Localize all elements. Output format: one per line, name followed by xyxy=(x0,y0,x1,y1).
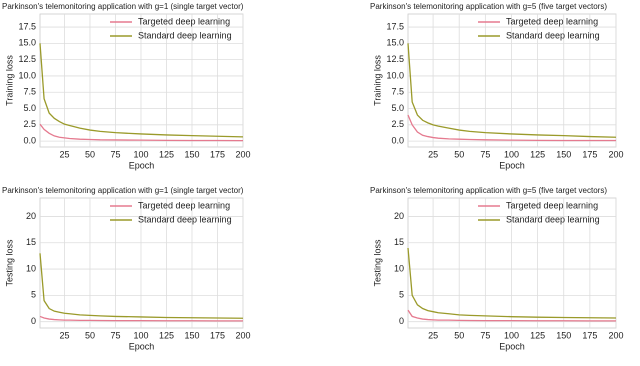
plot-area xyxy=(407,197,617,329)
x-tick-label: 50 xyxy=(85,149,95,159)
y-tick-label: 5 xyxy=(399,290,404,300)
chart-title: Parkinson's telemonitoring application w… xyxy=(2,2,244,11)
x-tick-label: 125 xyxy=(530,330,545,340)
y-tick-label: 15.0 xyxy=(386,38,404,48)
y-tick-label: 2.5 xyxy=(391,119,404,129)
y-tick-label: 2.5 xyxy=(23,119,36,129)
y-tick-label: 15 xyxy=(26,237,36,247)
x-tick-label: 150 xyxy=(556,149,571,159)
x-tick-label: 150 xyxy=(184,330,199,340)
plot-area xyxy=(39,197,244,329)
x-tick-label: 125 xyxy=(159,330,174,340)
y-tick-label: 5 xyxy=(31,290,36,300)
x-tick-label: 25 xyxy=(59,330,69,340)
x-axis-label: Epoch xyxy=(499,160,525,170)
y-tick-label: 10.0 xyxy=(18,70,36,80)
y-tick-label: 15.0 xyxy=(18,38,36,48)
y-tick-label: 0 xyxy=(399,316,404,326)
data-line xyxy=(407,247,617,319)
x-tick-label: 200 xyxy=(235,149,250,159)
y-axis-label: Testing loss xyxy=(4,239,14,287)
y-tick-label: 7.5 xyxy=(391,87,404,97)
x-tick-label: 150 xyxy=(556,330,571,340)
x-tick-label: 200 xyxy=(608,330,623,340)
x-axis-label: Epoch xyxy=(499,341,525,351)
y-tick-label: 17.5 xyxy=(18,21,36,31)
data-line xyxy=(39,43,244,138)
y-tick-label: 5.0 xyxy=(391,103,404,113)
x-tick-label: 125 xyxy=(159,149,174,159)
x-tick-label: 175 xyxy=(582,149,597,159)
y-tick-label: 17.5 xyxy=(386,21,404,31)
legend-label: Standard deep learning xyxy=(138,214,232,224)
x-tick-label: 125 xyxy=(530,149,545,159)
data-line xyxy=(39,123,244,142)
x-tick-label: 175 xyxy=(582,330,597,340)
y-tick-label: 10 xyxy=(26,263,36,273)
x-tick-label: 100 xyxy=(504,330,519,340)
x-tick-label: 25 xyxy=(59,149,69,159)
data-line xyxy=(39,315,243,322)
y-tick-label: 0.0 xyxy=(391,136,404,146)
y-tick-label: 0.0 xyxy=(23,136,36,146)
x-tick-label: 75 xyxy=(480,330,490,340)
x-tick-label: 200 xyxy=(608,149,623,159)
y-tick-label: 10.0 xyxy=(386,70,404,80)
chart-title: Parkinson's telemonitoring application w… xyxy=(2,186,244,195)
y-tick-label: 15 xyxy=(394,237,404,247)
y-tick-label: 20 xyxy=(394,211,404,221)
x-tick-label: 175 xyxy=(210,330,225,340)
x-tick-label: 75 xyxy=(110,149,120,159)
x-tick-label: 100 xyxy=(504,149,519,159)
x-tick-label: 200 xyxy=(235,330,250,340)
legend-label: Targeted deep learning xyxy=(138,16,230,26)
x-tick-label: 150 xyxy=(184,149,199,159)
chart-title: Parkinson's telemonitoring application w… xyxy=(370,2,607,11)
legend-label: Targeted deep learning xyxy=(138,200,230,210)
x-tick-label: 75 xyxy=(480,149,490,159)
data-line xyxy=(39,253,244,319)
legend-label: Standard deep learning xyxy=(506,30,600,40)
y-axis-label: Training loss xyxy=(4,55,14,106)
y-tick-label: 5.0 xyxy=(23,103,36,113)
y-tick-label: 10 xyxy=(394,263,404,273)
x-tick-label: 75 xyxy=(110,330,120,340)
y-tick-label: 20 xyxy=(26,211,36,221)
x-tick-label: 25 xyxy=(428,149,438,159)
legend-label: Standard deep learning xyxy=(506,214,600,224)
legend-label: Standard deep learning xyxy=(138,30,232,40)
x-tick-label: 175 xyxy=(210,149,225,159)
y-axis-label: Training loss xyxy=(372,55,382,106)
chart-title: Parkinson's telemonitoring application w… xyxy=(370,186,607,195)
x-axis-label: Epoch xyxy=(129,341,155,351)
x-tick-label: 25 xyxy=(428,330,438,340)
x-tick-label: 50 xyxy=(85,330,95,340)
legend-label: Targeted deep learning xyxy=(506,200,598,210)
y-tick-label: 12.5 xyxy=(386,54,404,64)
legend-label: Targeted deep learning xyxy=(506,16,598,26)
y-tick-label: 12.5 xyxy=(18,54,36,64)
y-axis-label: Testing loss xyxy=(372,239,382,287)
x-tick-label: 100 xyxy=(133,330,148,340)
x-tick-label: 100 xyxy=(133,149,148,159)
data-line xyxy=(407,43,617,138)
data-line xyxy=(407,309,616,322)
y-tick-label: 7.5 xyxy=(23,87,36,97)
x-tick-label: 50 xyxy=(454,330,464,340)
x-axis-label: Epoch xyxy=(129,160,155,170)
data-line xyxy=(407,114,616,142)
x-tick-label: 50 xyxy=(454,149,464,159)
y-tick-label: 0 xyxy=(31,316,36,326)
